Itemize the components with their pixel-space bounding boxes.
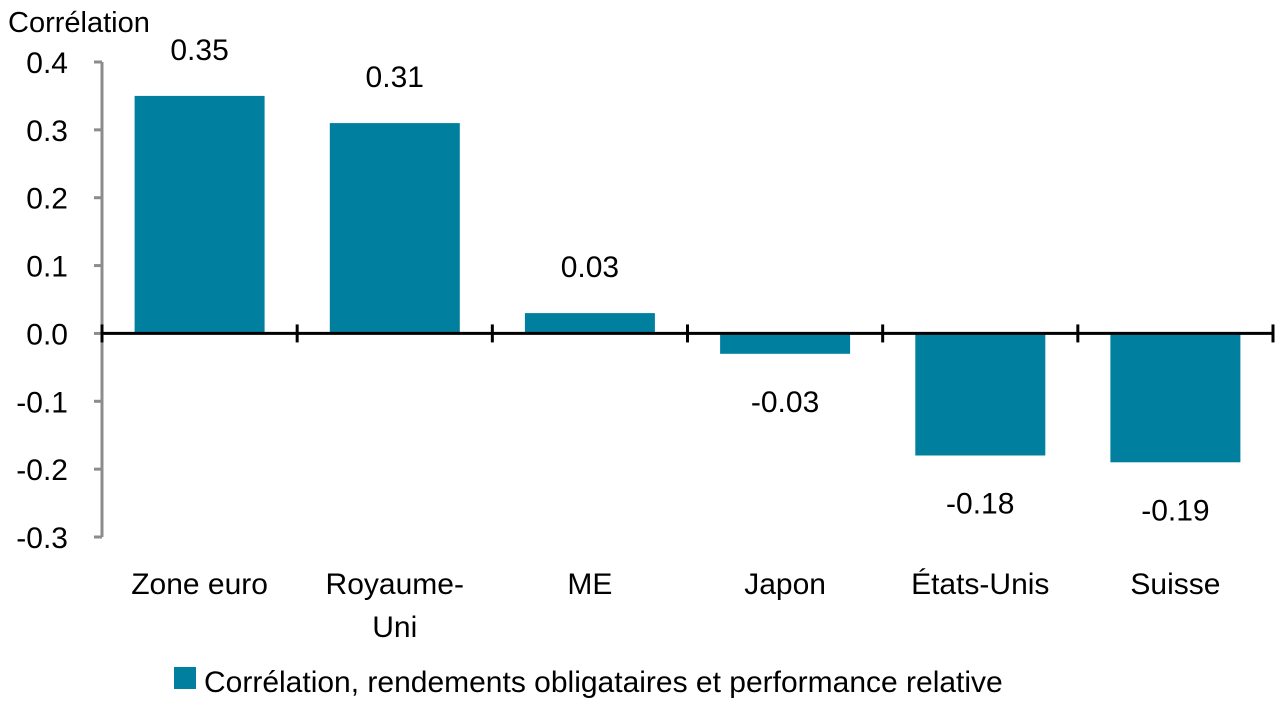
y-tick-label: -0.2 — [16, 454, 68, 487]
x-category-label: Suisse — [1130, 568, 1220, 601]
y-tick-label: 0.0 — [26, 318, 68, 351]
x-category-label: Japon — [744, 568, 826, 601]
data-label: 0.31 — [366, 61, 424, 94]
y-tick-label: 0.4 — [26, 47, 68, 80]
y-axis-title: Corrélation — [8, 7, 150, 39]
data-label: 0.03 — [561, 251, 619, 284]
data-label: -0.03 — [751, 386, 819, 419]
data-label: -0.19 — [1141, 494, 1209, 527]
y-tick-label: 0.1 — [26, 251, 68, 284]
bar — [720, 333, 851, 354]
bar — [915, 333, 1046, 456]
x-category-label: États-Unis — [911, 568, 1049, 601]
bars-group — [134, 95, 1241, 463]
data-labels-group: 0.35 0.31 0.03 -0.03 -0.18 -0.19 — [170, 34, 1209, 527]
bar — [134, 95, 265, 334]
x-category-labels: Zone euro Royaume- Uni ME Japon États-Unis Sui… — [131, 568, 1220, 644]
x-category-label: Zone euro — [131, 568, 268, 601]
x-category-label: Royaume- — [326, 568, 464, 601]
y-tick-label: 0.3 — [26, 115, 68, 148]
x-category-label: ME — [567, 568, 612, 601]
x-category-label: Uni — [372, 611, 417, 644]
legend: Corrélation, rendements obligataires et … — [174, 666, 1003, 699]
y-tick-label: -0.3 — [16, 522, 68, 555]
legend-label: Corrélation, rendements obligataires et … — [204, 666, 1003, 699]
bar — [329, 123, 460, 334]
bar — [524, 313, 655, 334]
x-axis — [100, 324, 1275, 343]
y-tick-label: -0.1 — [16, 386, 68, 419]
y-tick-label: 0.2 — [26, 183, 68, 216]
legend-swatch — [174, 667, 196, 689]
data-label: -0.18 — [946, 488, 1014, 521]
data-label: 0.35 — [170, 34, 228, 67]
y-axis: 0.4 0.3 0.2 0.1 0.0 -0.1 -0.2 -0.3 — [16, 47, 104, 555]
bar — [1110, 333, 1241, 463]
